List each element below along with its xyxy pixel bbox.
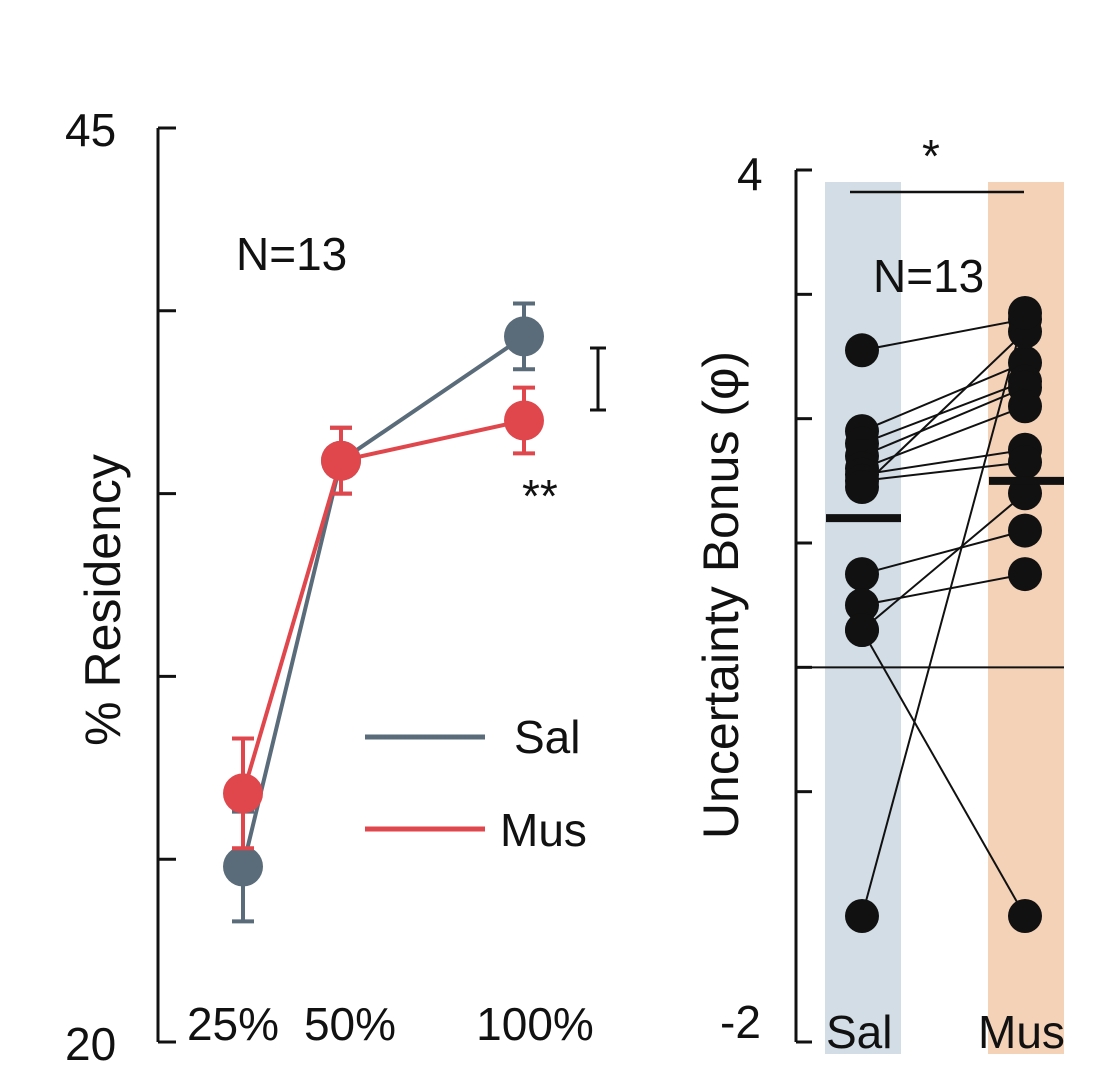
point-mus-12 <box>1008 295 1042 330</box>
left-xtick-label-2: 100% <box>476 998 594 1050</box>
legend-label-mus: Mus <box>500 804 587 856</box>
left-ytick-label-top: 45 <box>65 104 116 156</box>
left-y-ticks <box>158 126 176 1044</box>
point-sal-8 <box>845 557 879 592</box>
point-sal-0 <box>845 333 879 368</box>
legend: Sal Mus <box>365 711 587 856</box>
point-mus-1 <box>321 440 361 481</box>
point-mus-2 <box>504 400 544 441</box>
pair-line-9 <box>861 573 1026 607</box>
pair-line-7 <box>861 330 1026 488</box>
right-significance: * <box>922 130 940 182</box>
pair-line-6 <box>861 461 1026 482</box>
left-xtick-label-0: 25% <box>187 998 279 1050</box>
pair-line-3 <box>861 386 1026 457</box>
left-n-label: N=13 <box>236 228 347 280</box>
point-mus-0 <box>223 773 263 814</box>
pair-line-10 <box>861 492 1026 631</box>
pair-line-0 <box>861 318 1026 352</box>
left-series <box>223 301 544 924</box>
point-mus-9 <box>1008 557 1042 592</box>
left-x-tick-labels: 25% 50% 100% <box>187 998 594 1050</box>
point-sal-2 <box>504 316 544 357</box>
right-n-label: N=13 <box>873 250 984 302</box>
right-x-label-mus: Mus <box>978 1006 1065 1058</box>
right-y-label: Uncertainty Bonus (φ) <box>693 351 749 839</box>
right-ytick-label-bottom: -2 <box>720 996 761 1048</box>
pair-line-11 <box>861 629 1026 917</box>
legend-label-sal: Sal <box>514 711 580 763</box>
point-sal-7 <box>845 470 879 505</box>
right-y-ticks <box>796 168 812 1044</box>
left-ytick-label-bottom: 20 <box>65 1018 116 1065</box>
point-sal-0 <box>223 846 263 887</box>
point-sal-9 <box>845 588 879 623</box>
left-xtick-label-1: 50% <box>304 998 396 1050</box>
paired-points <box>845 295 1042 933</box>
point-sal-12 <box>845 899 879 933</box>
point-sal-11 <box>845 613 879 648</box>
left-y-label: % Residency <box>75 454 131 746</box>
right-ytick-label-top: 4 <box>737 148 763 200</box>
point-mus-8 <box>1008 513 1042 548</box>
left-significance: ** <box>522 470 558 522</box>
point-mus-4 <box>1008 389 1042 424</box>
point-mus-11 <box>1008 899 1042 933</box>
series-line-sal <box>241 334 526 867</box>
mean-lines <box>826 476 1064 523</box>
pair-line-2 <box>861 380 1026 445</box>
pair-line-12 <box>861 312 1026 917</box>
right-x-label-sal: Sal <box>826 1006 892 1058</box>
pair-line-8 <box>861 529 1026 576</box>
pair-line-5 <box>861 448 1026 476</box>
point-mus-6 <box>1008 445 1042 480</box>
residency-panel: 45 20 % Residency N=13 25% 50% 100% ** Sal… <box>65 104 606 1065</box>
uncertainty-panel: 4 -2 Uncertainty Bonus (φ) N=13 * Sal Mu… <box>693 130 1065 1058</box>
pair-line-1 <box>861 361 1026 433</box>
